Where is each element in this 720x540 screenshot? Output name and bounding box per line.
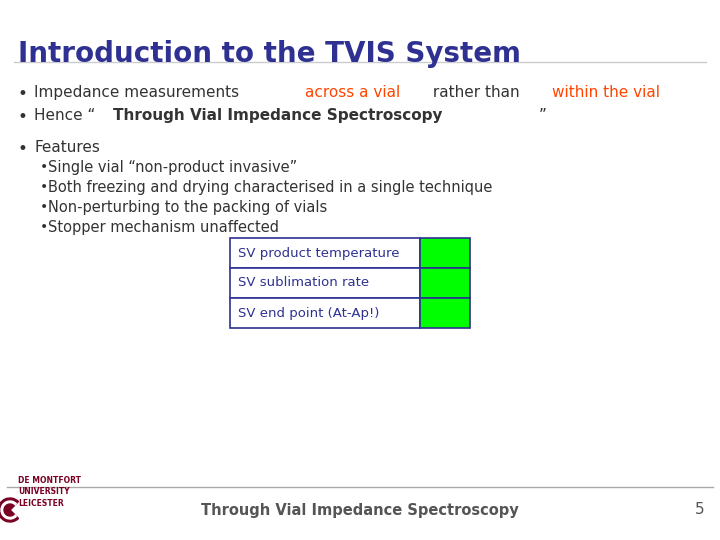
- Text: DE MONTFORT
UNIVERSITY
LEICESTER: DE MONTFORT UNIVERSITY LEICESTER: [18, 476, 81, 508]
- Text: rather than: rather than: [428, 85, 524, 100]
- Text: •: •: [18, 108, 28, 126]
- Bar: [230, 298, 420, 328]
- Text: •: •: [40, 160, 48, 174]
- Text: Through Vial Impedance Spectroscopy: Through Vial Impedance Spectroscopy: [201, 503, 519, 517]
- Text: Stopper mechanism unaffected: Stopper mechanism unaffected: [48, 220, 279, 235]
- Text: Features: Features: [34, 140, 100, 155]
- Wedge shape: [1, 501, 17, 519]
- Text: Through Vial Impedance Spectroscopy: Through Vial Impedance Spectroscopy: [113, 108, 443, 123]
- Text: Single vial “non-product invasive”: Single vial “non-product invasive”: [48, 160, 297, 175]
- Text: SV product temperature: SV product temperature: [238, 246, 400, 260]
- Bar: [230, 238, 420, 268]
- Text: SV sublimation rate: SV sublimation rate: [238, 276, 369, 289]
- Text: •: •: [40, 200, 48, 214]
- Text: •: •: [40, 220, 48, 234]
- Bar: [420, 298, 470, 328]
- Text: Impedance measurements: Impedance measurements: [34, 85, 244, 100]
- Text: •: •: [40, 180, 48, 194]
- Text: ”: ”: [539, 108, 546, 123]
- Text: •: •: [18, 85, 28, 103]
- Text: within the vial: within the vial: [552, 85, 660, 100]
- Text: Non-perturbing to the packing of vials: Non-perturbing to the packing of vials: [48, 200, 328, 215]
- Text: SV end point (At-Ap!): SV end point (At-Ap!): [238, 307, 379, 320]
- Text: 5: 5: [696, 503, 705, 517]
- Bar: [420, 238, 470, 268]
- Text: Hence “: Hence “: [34, 108, 95, 123]
- Wedge shape: [4, 504, 14, 516]
- Text: across a vial: across a vial: [305, 85, 400, 100]
- Bar: [230, 268, 420, 298]
- Text: •: •: [18, 140, 28, 158]
- Wedge shape: [0, 498, 19, 522]
- Text: Both freezing and drying characterised in a single technique: Both freezing and drying characterised i…: [48, 180, 492, 195]
- Text: Introduction to the TVIS System: Introduction to the TVIS System: [18, 40, 521, 68]
- Bar: [420, 268, 470, 298]
